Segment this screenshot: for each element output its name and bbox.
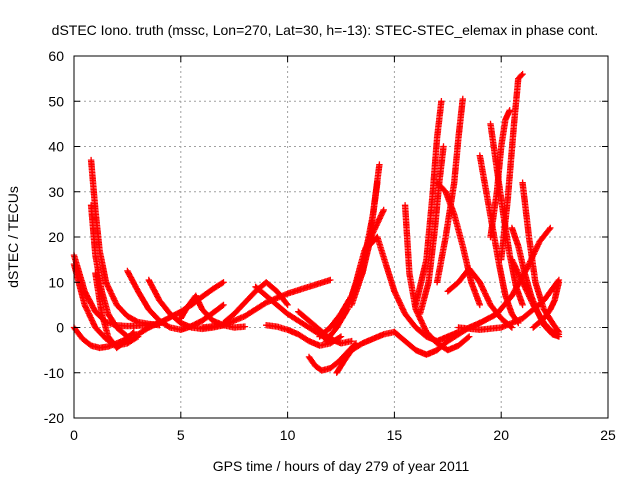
series-markers bbox=[444, 265, 516, 331]
x-tick-label: 10 bbox=[280, 427, 296, 443]
y-axis-title: dSTEC / TECUs bbox=[5, 186, 21, 288]
series-markers bbox=[476, 224, 554, 327]
y-tick-label: 50 bbox=[48, 93, 64, 109]
y-tick-label: 40 bbox=[48, 139, 64, 155]
series-arc bbox=[444, 265, 516, 331]
tick-layer: 0 5 10 15 20 25 -20 -10 0 10 20 30 40 50 60 bbox=[44, 48, 616, 443]
y-tick-label: -20 bbox=[44, 410, 64, 426]
series-markers bbox=[348, 224, 377, 309]
chart-title: dSTEC Iono. truth (mssc, Lon=270, Lat=30… bbox=[52, 22, 599, 38]
series-markers bbox=[70, 251, 163, 330]
series-arc bbox=[455, 276, 563, 333]
series-arc bbox=[348, 224, 377, 309]
series-markers bbox=[455, 276, 563, 333]
series-markers bbox=[412, 98, 445, 309]
grid-layer bbox=[74, 56, 608, 418]
series-arc bbox=[519, 179, 563, 336]
series-markers bbox=[327, 179, 381, 331]
y-tick-label: 30 bbox=[48, 184, 64, 200]
series-markers bbox=[333, 328, 398, 376]
x-tick-label: 0 bbox=[70, 427, 78, 443]
y-tick-label: 10 bbox=[48, 274, 64, 290]
series-markers bbox=[519, 179, 563, 336]
y-tick-label: 0 bbox=[56, 320, 64, 336]
y-tick-label: 20 bbox=[48, 229, 64, 245]
x-tick-label: 25 bbox=[600, 427, 616, 443]
series-arc bbox=[295, 308, 355, 347]
series-arc bbox=[530, 279, 563, 331]
series-markers bbox=[316, 161, 383, 340]
y-tick-label: 60 bbox=[48, 48, 64, 64]
series-arc bbox=[87, 156, 163, 329]
x-tick-label: 20 bbox=[493, 427, 509, 443]
series-arc bbox=[70, 251, 163, 330]
y-tick-label: -10 bbox=[44, 365, 64, 381]
series-markers bbox=[92, 270, 137, 352]
series-markers bbox=[295, 308, 355, 347]
series-arc bbox=[433, 179, 483, 309]
series-layer bbox=[70, 70, 563, 376]
series-arc bbox=[327, 179, 381, 331]
series-markers bbox=[487, 107, 513, 241]
series-arc bbox=[476, 224, 554, 327]
series-markers bbox=[433, 179, 483, 309]
series-arc bbox=[316, 161, 383, 340]
x-axis-title: GPS time / hours of day 279 of year 2011 bbox=[213, 458, 470, 474]
series-arc bbox=[498, 70, 526, 263]
x-tick-label: 5 bbox=[177, 427, 185, 443]
series-arc bbox=[412, 98, 445, 309]
series-arc bbox=[333, 328, 398, 376]
series-markers bbox=[498, 70, 526, 263]
series-markers bbox=[530, 279, 563, 331]
series-arc bbox=[487, 107, 513, 241]
series-arc bbox=[92, 270, 137, 352]
series-markers bbox=[87, 156, 163, 329]
x-tick-label: 15 bbox=[387, 427, 403, 443]
